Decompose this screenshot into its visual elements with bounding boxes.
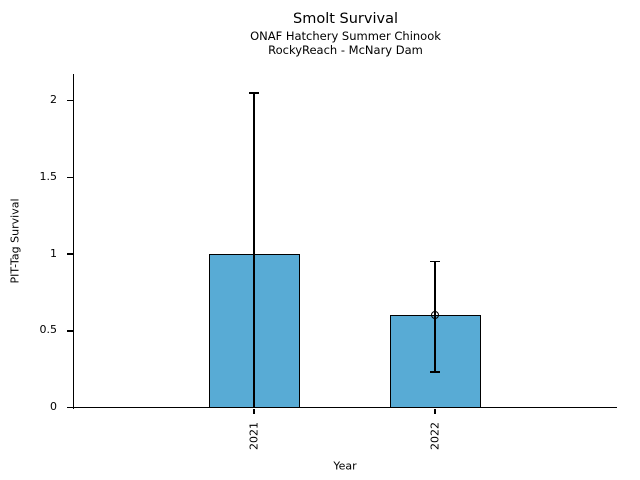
x-tick-mark bbox=[434, 408, 436, 414]
chart-subtitle-line2: RockyReach - McNary Dam bbox=[268, 43, 423, 58]
y-axis-line bbox=[72, 74, 74, 409]
y-tick-mark bbox=[67, 330, 74, 332]
point-estimate-marker-2022 bbox=[431, 311, 439, 320]
y-axis-title: PIT-Tag Survival bbox=[8, 198, 22, 284]
y-tick-mark bbox=[67, 176, 74, 178]
x-tick-label: 2022 bbox=[428, 422, 442, 450]
error-bar-line-2021 bbox=[253, 92, 255, 408]
x-tick-mark bbox=[253, 408, 255, 414]
y-tick-mark bbox=[67, 253, 74, 255]
y-tick-mark bbox=[67, 406, 74, 409]
y-tick-mark bbox=[67, 99, 74, 102]
error-bar-cap-upper-2021 bbox=[249, 92, 259, 94]
error-bar-cap-lower-2022 bbox=[430, 371, 440, 373]
y-tick-label: 1 bbox=[50, 246, 57, 260]
y-tick-label: 1.5 bbox=[39, 169, 58, 183]
x-axis-line bbox=[72, 406, 617, 409]
y-tick-label: 2 bbox=[50, 93, 57, 106]
chart-subtitle-line1: ONAF Hatchery Summer Chinook bbox=[250, 28, 441, 43]
x-tick-label: 2021 bbox=[247, 422, 261, 450]
x-axis-title: Year bbox=[333, 459, 357, 473]
error-bar-cap-upper-2022 bbox=[430, 260, 440, 263]
chart-header: Smolt Survival ONAF Hatchery Summer Chin… bbox=[74, 10, 617, 58]
y-tick-label: 0 bbox=[50, 400, 57, 413]
y-tick-label: 0.5 bbox=[39, 323, 58, 337]
chart-title: Smolt Survival bbox=[293, 11, 398, 27]
error-bar-cap-lower-2021 bbox=[249, 406, 259, 409]
